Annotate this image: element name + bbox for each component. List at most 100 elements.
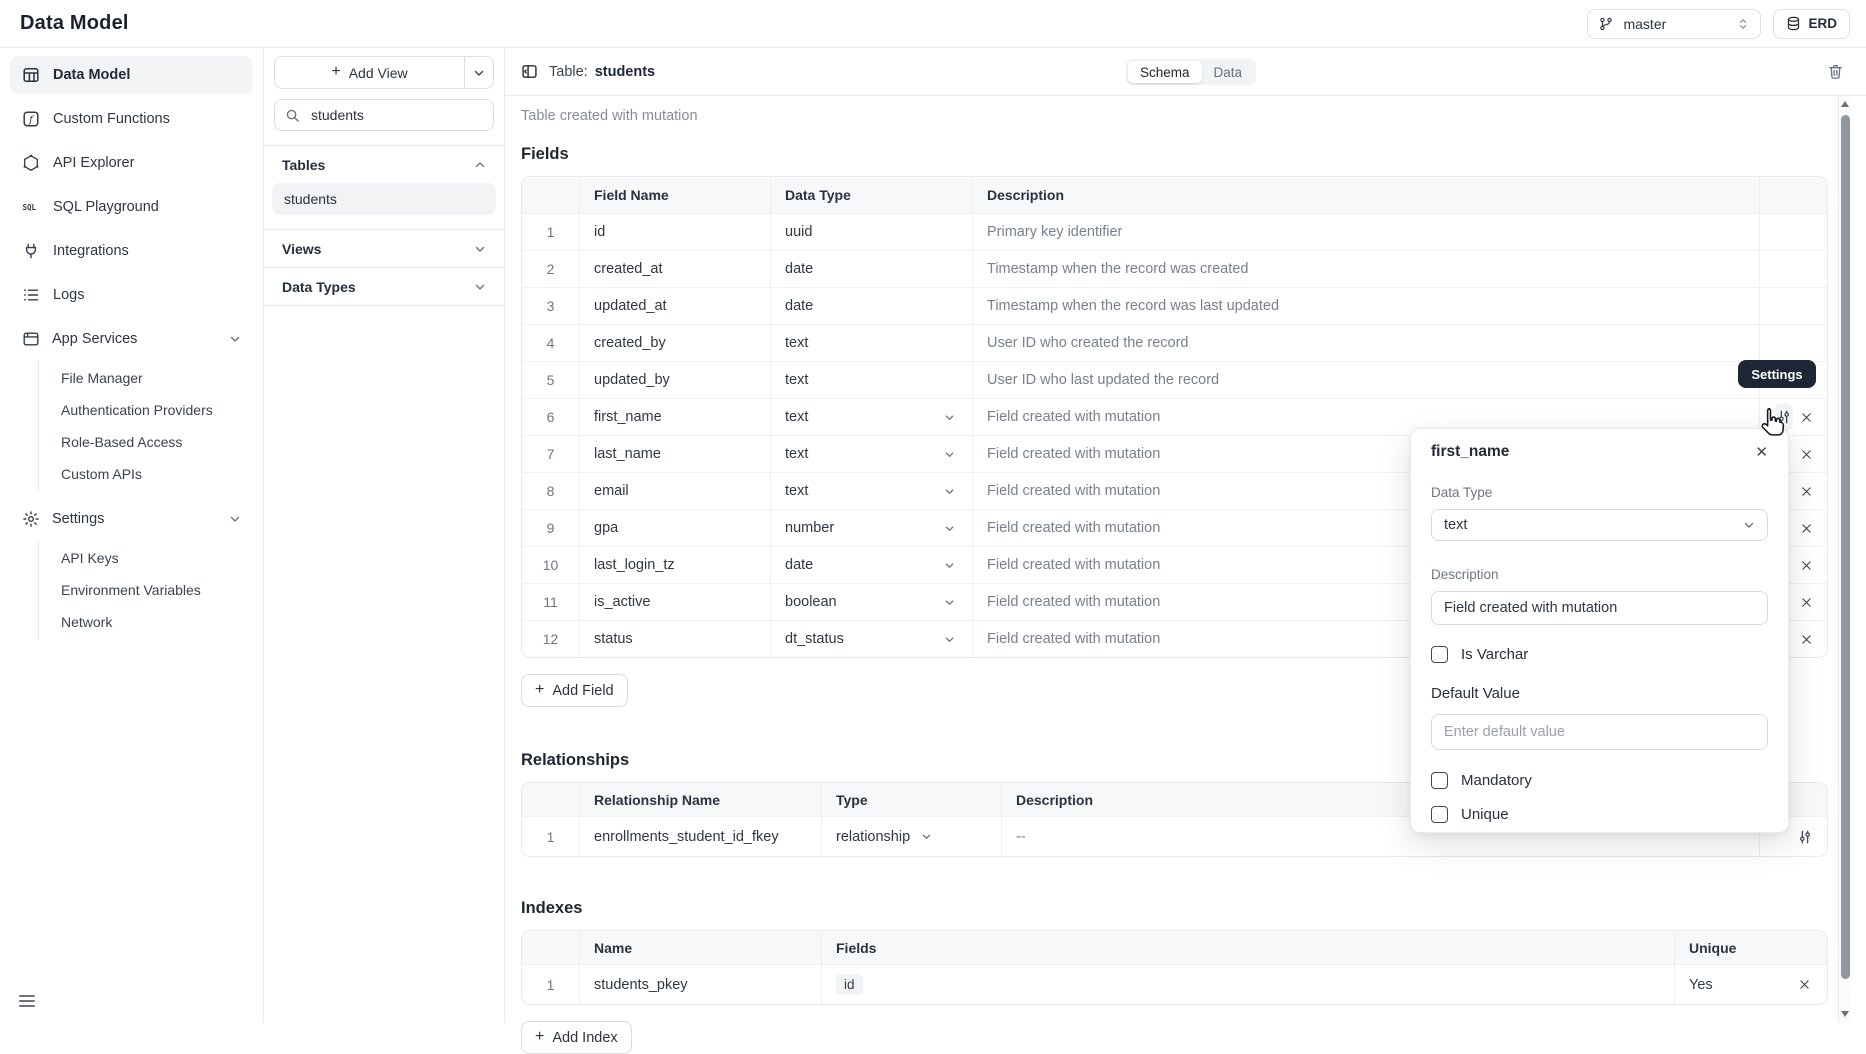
add-view-dropdown-button[interactable]: [465, 57, 493, 88]
delete-table-icon[interactable]: [1827, 63, 1844, 80]
sidebar-item-file-manager[interactable]: File Manager: [61, 370, 143, 386]
field-row: 7 last_name text Field created with mutatio…: [522, 435, 1827, 472]
branch-name: master: [1623, 15, 1667, 32]
relationship-settings-icon[interactable]: [1797, 829, 1813, 845]
tables-section: Tables students: [264, 145, 504, 215]
data-type-cell: text: [770, 362, 972, 398]
row-number: 12: [542, 631, 559, 647]
add-index-button[interactable]: + Add Index: [521, 1021, 632, 1054]
chevron-down-icon: [229, 333, 241, 345]
data-type-dropdown[interactable]: number: [770, 510, 972, 546]
sidebar-item-integrations[interactable]: Integrations: [10, 232, 253, 270]
sidebar-item-custom-functions[interactable]: f Custom Functions: [10, 100, 253, 138]
default-value-input[interactable]: [1431, 714, 1768, 750]
description-label: Description: [1431, 567, 1499, 582]
table-list-item-students[interactable]: students: [272, 183, 496, 215]
data-type-dropdown[interactable]: boolean: [770, 584, 972, 620]
graphql-icon: [22, 154, 40, 172]
remove-index-icon[interactable]: [1798, 978, 1811, 991]
sidebar-item-authentication-providers[interactable]: Authentication Providers: [61, 402, 213, 418]
scroll-up-arrow[interactable]: [1841, 101, 1849, 107]
sidebar-item-api-keys[interactable]: API Keys: [61, 550, 119, 566]
data-type-dropdown[interactable]: text: [770, 399, 972, 435]
add-field-button[interactable]: + Add Field: [521, 674, 628, 707]
row-number: 2: [546, 261, 555, 277]
views-section-header[interactable]: Views: [264, 230, 504, 267]
erd-button[interactable]: ERD: [1773, 8, 1850, 39]
index-row: 1 students_pkey id Yes: [522, 964, 1827, 1004]
field-name-cell: last_name: [579, 436, 770, 472]
field-row: 3 updated_at date Timestamp when the record…: [522, 287, 1827, 324]
sidebar-item-environment-variables[interactable]: Environment Variables: [61, 582, 201, 598]
remove-field-icon[interactable]: [1800, 448, 1813, 461]
branch-selector[interactable]: master: [1587, 8, 1762, 39]
sidebar-item-network[interactable]: Network: [61, 614, 113, 630]
plus-icon: +: [535, 1028, 545, 1045]
tab-schema[interactable]: Schema: [1128, 61, 1202, 83]
collapse-panel-icon[interactable]: [521, 63, 538, 80]
sidebar-item-custom-apis[interactable]: Custom APIs: [61, 466, 142, 482]
relationship-type-dropdown[interactable]: relationship: [821, 817, 1001, 856]
sidebar-item-sql-playground[interactable]: SQL SQL Playground: [10, 188, 253, 226]
field-name-cell: is_active: [579, 584, 770, 620]
sidebar-group-settings[interactable]: Settings: [10, 500, 253, 538]
data-type-dropdown[interactable]: dt_status: [770, 621, 972, 657]
row-number: 10: [542, 557, 559, 573]
default-value-label: Default Value: [1431, 685, 1520, 702]
data-types-section: Data Types: [264, 267, 504, 306]
close-icon[interactable]: ✕: [1755, 444, 1768, 461]
data-types-section-header[interactable]: Data Types: [264, 268, 504, 305]
data-type-dropdown[interactable]: date: [770, 547, 972, 583]
is-varchar-checkbox[interactable]: [1431, 646, 1448, 663]
sidebar-item-data-model[interactable]: Data Model: [10, 56, 253, 94]
field-description-cell: Primary key identifier: [972, 214, 1759, 250]
remove-field-icon[interactable]: [1800, 633, 1813, 646]
remove-field-icon[interactable]: [1800, 559, 1813, 572]
sidebar-item-logs[interactable]: Logs: [10, 276, 253, 314]
sidebar-item-role-based-access[interactable]: Role-Based Access: [61, 434, 183, 450]
row-number: 6: [546, 409, 555, 425]
plus-icon: +: [331, 63, 341, 80]
hamburger-menu-icon[interactable]: [19, 994, 35, 1008]
mandatory-checkbox[interactable]: [1431, 772, 1448, 789]
page-title: Data Model: [20, 12, 129, 34]
remove-field-icon[interactable]: [1800, 485, 1813, 498]
remove-field-icon[interactable]: [1800, 522, 1813, 535]
data-type-select[interactable]: text: [1431, 509, 1768, 541]
data-type-cell: text: [770, 325, 972, 361]
tables-section-header[interactable]: Tables: [264, 146, 504, 183]
sidebar-group-label: Settings: [52, 511, 105, 527]
scrollbar-thumb[interactable]: [1841, 115, 1850, 979]
field-row: 2 created_at date Timestamp when the record…: [522, 250, 1827, 287]
table-name: students: [594, 63, 656, 80]
scroll-down-arrow[interactable]: [1841, 1011, 1849, 1017]
row-number: 4: [546, 335, 555, 351]
data-type-dropdown[interactable]: text: [770, 473, 972, 509]
sidebar-item-api-explorer[interactable]: API Explorer: [10, 144, 253, 182]
remove-field-icon[interactable]: [1800, 596, 1813, 609]
remove-field-icon[interactable]: [1800, 411, 1813, 424]
field-description-cell: Timestamp when the record was last updat…: [972, 288, 1759, 324]
section-label: Views: [282, 240, 322, 257]
search-input[interactable]: [309, 106, 459, 124]
row-number: 3: [546, 298, 555, 314]
chevron-down-icon: [229, 513, 241, 525]
tab-data[interactable]: Data: [1213, 64, 1243, 80]
sidebar-group-app-services[interactable]: App Services: [10, 320, 253, 358]
vertical-scrollbar[interactable]: [1838, 96, 1851, 1022]
popover-title: first_name: [1431, 443, 1510, 460]
field-description-cell: User ID who last updated the record: [972, 362, 1759, 398]
field-name-cell: updated_by: [579, 362, 770, 398]
search-box[interactable]: [274, 99, 494, 131]
description-input[interactable]: [1431, 591, 1768, 625]
field-name-cell: email: [579, 473, 770, 509]
field-description-cell: Field created with mutation: [972, 547, 1759, 583]
field-name-cell: created_by: [579, 325, 770, 361]
add-view-button[interactable]: + Add View: [275, 57, 465, 88]
col-description: Description: [972, 177, 1759, 213]
unique-checkbox[interactable]: [1431, 806, 1448, 823]
field-name-cell: status: [579, 621, 770, 657]
data-type-dropdown[interactable]: text: [770, 436, 972, 472]
plug-icon: [22, 242, 40, 260]
top-bar: Data Model master E: [0, 0, 1866, 48]
